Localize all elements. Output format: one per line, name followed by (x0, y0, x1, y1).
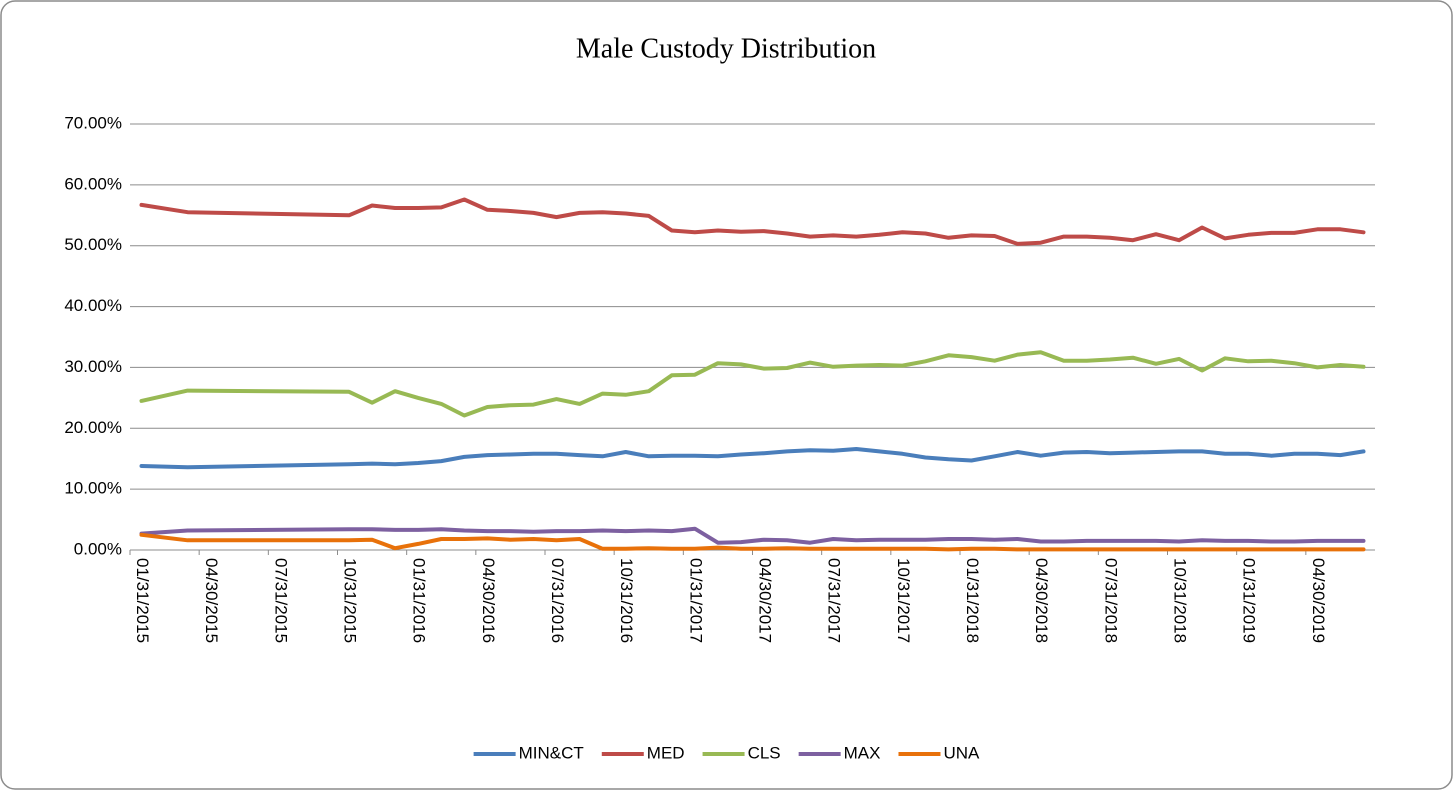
x-tick-label: 07/31/2018 (1101, 558, 1120, 643)
y-tick-label: 20.00% (64, 418, 122, 437)
y-tick-label: 10.00% (64, 479, 122, 498)
y-tick-label: 70.00% (64, 113, 122, 132)
legend-label: MAX (844, 743, 881, 762)
series-line (139, 350, 1366, 418)
y-tick-label: 0.00% (74, 539, 122, 558)
legend-label: MED (647, 743, 685, 762)
legend-label: CLS (748, 743, 781, 762)
x-tick-label: 04/30/2019 (1309, 558, 1328, 643)
x-tick-label: 10/31/2015 (341, 558, 360, 643)
x-tick-label: 07/31/2016 (548, 558, 567, 643)
y-tick-label: 30.00% (64, 357, 122, 376)
x-tick-label: 01/31/2016 (410, 558, 429, 643)
legend-label: UNA (943, 743, 980, 762)
x-tick-label: 07/31/2017 (825, 558, 844, 643)
x-tick-label: 01/31/2019 (1240, 558, 1259, 643)
x-tick-label: 01/31/2017 (686, 558, 705, 643)
x-tick-label: 10/31/2016 (617, 558, 636, 643)
y-tick-label: 40.00% (64, 296, 122, 315)
x-tick-label: 01/31/2018 (963, 558, 982, 643)
y-tick-label: 50.00% (64, 235, 122, 254)
x-tick-label: 04/30/2015 (202, 558, 221, 643)
x-tick-label: 07/31/2015 (271, 558, 290, 643)
series-line (139, 526, 1366, 545)
x-tick-label: 10/31/2018 (1171, 558, 1190, 643)
series-line (139, 447, 1366, 470)
legend-label: MIN&CT (519, 743, 584, 762)
y-tick-label: 60.00% (64, 174, 122, 193)
x-tick-label: 01/31/2015 (133, 558, 152, 643)
x-tick-label: 10/31/2017 (894, 558, 913, 643)
legend: MIN&CT MED CLS MAX UNA (473, 743, 980, 762)
x-tick-label: 04/30/2017 (756, 558, 775, 643)
series-line (139, 532, 1366, 552)
series-line (139, 197, 1366, 246)
chart-title: Male Custody Distribution (576, 33, 876, 64)
x-tick-label: 04/30/2018 (1032, 558, 1051, 643)
x-tick-label: 04/30/2016 (479, 558, 498, 643)
